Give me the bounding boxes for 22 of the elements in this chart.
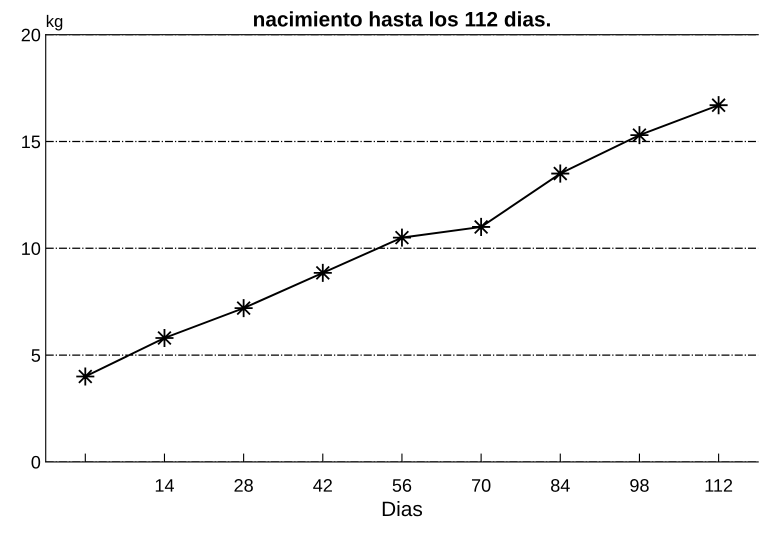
x-tick-label: 14	[156, 479, 174, 492]
point	[154, 328, 174, 348]
y-tick-label: 10	[22, 242, 40, 256]
chart-title: nacimiento hasta los 112 dias.	[254, 11, 550, 27]
y-axis-title: kg	[46, 14, 62, 30]
point	[75, 366, 96, 386]
y-tick-label: 0	[32, 456, 40, 469]
y-tick-label: 5	[32, 349, 40, 362]
y-tick-label: 20	[22, 28, 40, 42]
point	[234, 298, 254, 318]
point	[630, 125, 650, 146]
x-tick-label: 28	[234, 479, 253, 492]
point	[392, 228, 412, 248]
x-tick-label: 42	[313, 479, 332, 492]
x-tick-label: 98	[630, 479, 649, 492]
point	[471, 217, 492, 237]
x-tick-label: 112	[706, 479, 732, 492]
x-axis-title: Dias	[382, 500, 422, 516]
x-tick-label: 84	[551, 479, 570, 492]
x-tick-label: 56	[392, 479, 412, 492]
x-tick-label: 70	[472, 479, 490, 492]
y-tick-label: 15	[22, 136, 40, 148]
